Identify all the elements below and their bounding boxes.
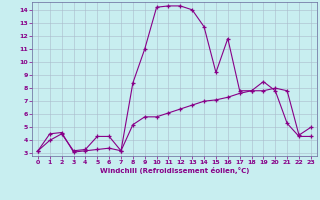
X-axis label: Windchill (Refroidissement éolien,°C): Windchill (Refroidissement éolien,°C) bbox=[100, 167, 249, 174]
